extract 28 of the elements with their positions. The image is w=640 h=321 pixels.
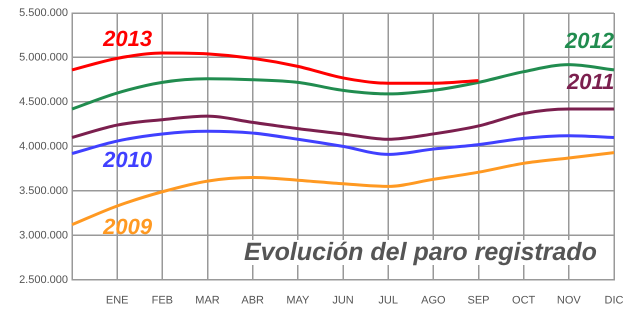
series-label: 2012 [565, 28, 614, 53]
y-tick-label: 3.500.000 [19, 184, 68, 197]
y-tick-label: 3.000.000 [19, 229, 68, 242]
x-tick-label: SEP [467, 294, 490, 306]
x-tick-label: OCT [512, 294, 536, 306]
series-label: 2011 [567, 69, 614, 94]
x-tick-label: DIC [604, 294, 624, 306]
series-label: 2013 [103, 26, 152, 52]
x-tick-label: AGO [421, 294, 446, 306]
line-series [70, 63, 616, 111]
x-tick-label: NOV [556, 294, 582, 306]
series-label: 2009 [103, 214, 152, 239]
x-tick-label: MAY [286, 294, 310, 306]
x-tick-label: MAR [195, 294, 220, 306]
text: Evolución del paro registrado [241, 238, 600, 266]
x-tick-label: ENE [106, 294, 128, 306]
y-tick-label: 5.500.000 [19, 7, 68, 20]
x-tick-label: FEB [152, 294, 174, 306]
y-tick-label: 4.500.000 [19, 96, 68, 108]
y-tick-label: 5.000.000 [19, 52, 68, 64]
x-tick-label: JUL [378, 294, 398, 306]
x-tick-label: JUN [332, 294, 354, 306]
y-tick-label: 4.000.000 [19, 140, 68, 152]
series-label: 2010 [103, 147, 152, 172]
x-tick-label: ABR [241, 294, 264, 306]
y-tick-label: 2.500.000 [19, 274, 68, 286]
line-series [70, 108, 616, 141]
line-series [70, 52, 480, 85]
